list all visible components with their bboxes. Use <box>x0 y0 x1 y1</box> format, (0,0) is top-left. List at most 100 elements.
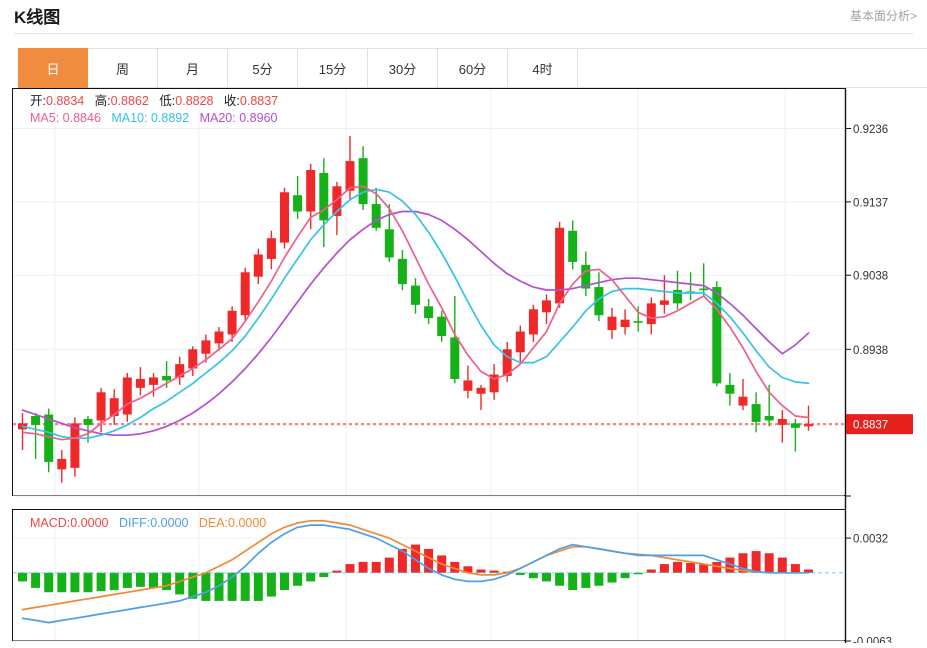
current-price-badge <box>846 414 913 435</box>
tab-5min[interactable]: 5分 <box>228 48 298 88</box>
candle <box>476 384 486 411</box>
candle-body <box>306 170 316 212</box>
candle-body <box>122 377 132 415</box>
macd-bar <box>371 561 381 573</box>
candle <box>725 373 735 406</box>
price-tick-label: 0.9137 <box>853 197 888 209</box>
candle-body <box>345 161 355 191</box>
candle-body <box>214 331 224 344</box>
candle-body <box>542 300 551 313</box>
macd-bar <box>345 564 355 573</box>
macd-bar <box>266 572 276 597</box>
macd-bar <box>764 553 774 573</box>
macd-bar <box>149 572 158 588</box>
candle-body <box>528 309 538 335</box>
macd-bar <box>450 561 460 573</box>
candle <box>188 346 198 376</box>
candle <box>751 392 761 433</box>
candle <box>253 248 263 285</box>
chart-container[interactable]: 0.92360.91370.90380.89380.87400.88370.00… <box>12 88 913 643</box>
candle <box>528 304 538 342</box>
candle <box>738 378 748 411</box>
tab-4hour[interactable]: 4时 <box>508 48 578 88</box>
candle <box>397 250 407 291</box>
tab-day[interactable]: 日 <box>18 48 88 88</box>
candle-body <box>175 364 185 378</box>
current-price-label: 0.8837 <box>853 420 888 432</box>
macd-bar <box>738 553 748 573</box>
candle-body <box>659 300 669 305</box>
candle-body <box>227 310 237 335</box>
macd-bar <box>673 561 682 573</box>
macd-bar <box>280 572 289 591</box>
candle <box>712 281 722 387</box>
candles-group <box>18 135 813 483</box>
macd-bar <box>31 572 41 588</box>
candle-body <box>594 287 604 316</box>
candle-body <box>293 195 303 212</box>
candle-body <box>790 423 800 428</box>
candlestick-chart-svg[interactable]: 0.92360.91370.90380.89380.87400.88370.00… <box>12 88 913 643</box>
candle-body <box>149 377 158 385</box>
macd-bar <box>411 544 420 573</box>
candle <box>411 278 420 314</box>
page-title: K线图 <box>14 8 61 27</box>
candle <box>306 164 316 230</box>
tab-60min[interactable]: 60分 <box>438 48 508 88</box>
candle <box>777 410 787 443</box>
fundamental-analysis-link[interactable]: 基本面分析> <box>849 9 917 23</box>
candle <box>790 418 800 452</box>
macd-bar <box>594 572 604 586</box>
macd-bar <box>70 572 80 593</box>
candle-body <box>764 415 774 421</box>
macd-bar <box>777 557 787 573</box>
price-axis: 0.92360.91370.90380.89380.87400.88370.00… <box>844 88 913 644</box>
candle-body <box>515 331 525 353</box>
candle <box>358 146 368 211</box>
candle <box>175 356 185 385</box>
tab-month[interactable]: 月 <box>158 48 228 88</box>
tab-15min[interactable]: 15分 <box>298 48 368 88</box>
macd-bar <box>646 569 656 573</box>
macd-bar <box>188 572 198 599</box>
candle <box>214 327 224 351</box>
page-header: K线图 基本面分析> <box>0 0 927 33</box>
macd-bar <box>555 572 565 586</box>
candle-body <box>581 264 591 289</box>
candle-body <box>201 340 211 354</box>
candle <box>607 307 617 339</box>
macd-bar <box>489 570 499 573</box>
macd-bar <box>122 572 132 588</box>
macd-bar <box>358 561 368 573</box>
macd-bar <box>227 572 237 601</box>
tab-30min[interactable]: 30分 <box>368 48 438 88</box>
candle-body <box>620 319 630 328</box>
candle <box>489 364 499 400</box>
macd-tick-label: -0.0063 <box>853 637 892 644</box>
candle <box>699 263 709 296</box>
candle <box>135 367 145 396</box>
candle <box>345 135 355 200</box>
candle <box>646 297 656 335</box>
macd-tick-label: 0.0032 <box>853 534 888 546</box>
macd-bar <box>253 572 263 601</box>
macd-bar <box>607 572 617 583</box>
macd-bar <box>528 572 538 579</box>
candle-body <box>397 258 407 285</box>
macd-bar <box>201 572 211 601</box>
macd-bar <box>319 572 329 578</box>
candle-body <box>555 227 565 304</box>
candle <box>686 272 696 301</box>
macd-bar <box>804 569 813 573</box>
candle-body <box>751 404 761 422</box>
macd-bar <box>699 564 709 573</box>
candle-body <box>699 288 709 291</box>
candle <box>319 158 329 248</box>
candle <box>31 413 41 459</box>
tab-week[interactable]: 周 <box>88 48 158 88</box>
candle-body <box>332 186 342 216</box>
candle <box>515 325 525 365</box>
price-tick-label: 0.9038 <box>853 271 888 283</box>
candle-body <box>476 387 486 394</box>
candle <box>594 272 604 322</box>
